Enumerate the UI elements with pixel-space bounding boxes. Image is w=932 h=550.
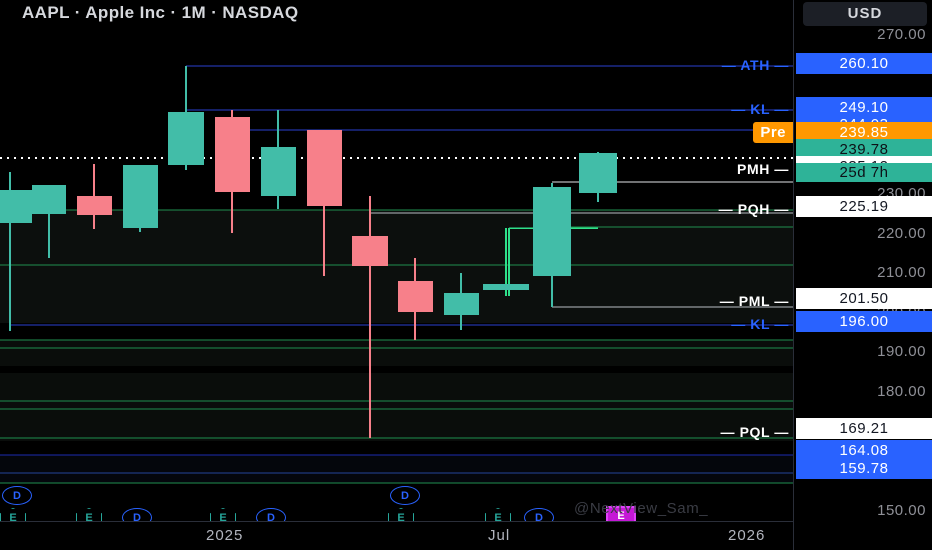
price-pill-pml[interactable]: 201.50 (796, 288, 932, 309)
price-axis[interactable]: USD 270.00230.00220.00210.00200.00190.00… (793, 0, 932, 550)
price-pill-ath[interactable]: 260.10 (796, 53, 932, 74)
dividend-badge[interactable]: D (524, 508, 554, 521)
chart-pane[interactable]: @NextView_Sam_ AAPL · Apple Inc · 1M · N… (0, 0, 793, 521)
level-tag-ath-66[interactable]: — ATH — (721, 57, 789, 73)
zone-bands (0, 210, 793, 483)
price-pill-level-159[interactable]: 159.78 (796, 458, 932, 479)
time-label-2025: 2025 (206, 527, 244, 544)
level-tag-kl-325[interactable]: — KL — (731, 316, 789, 332)
price-pill-last[interactable]: 239.78 (796, 139, 932, 160)
level-tag-pml-302[interactable]: — PML — (719, 293, 789, 309)
earnings-badge[interactable]: E (210, 508, 236, 521)
price-pill-pre[interactable]: 239.85 (796, 122, 932, 143)
axis-tick-210-00: 210.00 (877, 264, 926, 281)
bar-countdown: 25d 7h (796, 163, 932, 182)
price-pill-kl-lower[interactable]: 196.00 (796, 311, 932, 332)
chart-title: AAPL · Apple Inc · 1M · NASDAQ (22, 3, 299, 22)
axis-tick-220-00: 220.00 (877, 225, 926, 242)
dividend-badge[interactable]: D (256, 508, 286, 521)
price-pill-level-164[interactable]: 164.08 (796, 440, 932, 461)
dividend-badge[interactable]: D (122, 508, 152, 521)
axis-tick-150-00: 150.00 (877, 502, 926, 519)
time-label-jul: Jul (488, 527, 511, 544)
candle-series (0, 66, 617, 438)
level-tag-kl-110[interactable]: — KL — (731, 101, 789, 117)
axis-tick-190-00: 190.00 (877, 343, 926, 360)
candlestick-plot (0, 65, 793, 484)
dividend-badge[interactable]: D (390, 486, 420, 505)
price-pill-pql[interactable]: 169.21 (796, 418, 932, 439)
earnings-badge[interactable]: E (0, 508, 26, 521)
currency-badge[interactable]: USD (803, 2, 927, 26)
time-label-2026: 2026 (728, 527, 766, 544)
level-tag-pql-433[interactable]: — PQL — (720, 424, 789, 440)
watermark: @NextView_Sam_ (574, 500, 709, 517)
pre-market-tag[interactable]: Pre (753, 122, 793, 143)
level-tag-pmh-170[interactable]: PMH — (737, 161, 789, 177)
time-axis[interactable]: 2025 Jul 2026 (0, 521, 793, 550)
earnings-badge[interactable]: E (485, 508, 511, 521)
price-pill-kl-upper[interactable]: 249.10 (796, 97, 932, 118)
price-pill-pqh[interactable]: 225.19 (796, 196, 932, 217)
earnings-badge[interactable]: E (76, 508, 102, 521)
earnings-badge[interactable]: E (388, 508, 414, 521)
earnings-badge[interactable]: E (606, 506, 636, 521)
dividend-badge[interactable]: D (2, 486, 32, 505)
axis-tick-180-00: 180.00 (877, 383, 926, 400)
axis-tick-270-00: 270.00 (877, 26, 926, 43)
level-tag-pqh-210[interactable]: — PQH — (718, 201, 789, 217)
